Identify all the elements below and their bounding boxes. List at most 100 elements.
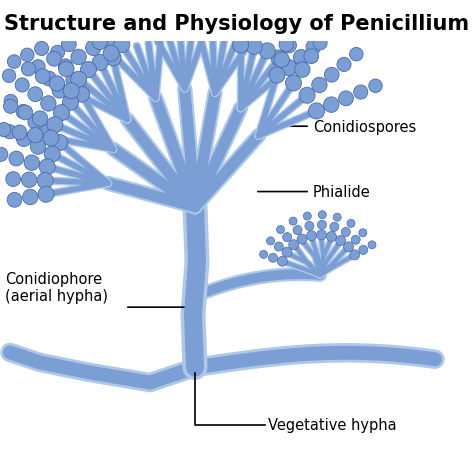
Circle shape: [306, 40, 321, 55]
Circle shape: [44, 147, 60, 163]
Circle shape: [51, 46, 64, 60]
Circle shape: [37, 173, 53, 189]
Circle shape: [336, 236, 346, 246]
Circle shape: [31, 61, 45, 75]
Circle shape: [285, 76, 301, 92]
Circle shape: [3, 100, 18, 114]
Text: Vegetative hypha: Vegetative hypha: [268, 418, 397, 432]
Circle shape: [35, 42, 49, 56]
Circle shape: [369, 80, 382, 94]
Circle shape: [12, 126, 27, 140]
Circle shape: [303, 213, 311, 220]
Circle shape: [103, 46, 119, 62]
Circle shape: [2, 125, 17, 139]
Circle shape: [307, 231, 317, 241]
Circle shape: [347, 220, 355, 228]
Circle shape: [313, 37, 327, 51]
Circle shape: [330, 223, 339, 232]
Circle shape: [338, 92, 354, 106]
Circle shape: [49, 76, 64, 92]
Circle shape: [350, 250, 360, 260]
Circle shape: [40, 125, 55, 141]
Circle shape: [351, 236, 360, 245]
Circle shape: [21, 63, 36, 77]
Circle shape: [105, 50, 121, 67]
Circle shape: [71, 72, 87, 88]
Circle shape: [9, 152, 24, 167]
Circle shape: [0, 148, 8, 162]
Circle shape: [18, 106, 33, 120]
Circle shape: [293, 226, 302, 235]
Circle shape: [354, 86, 368, 100]
Circle shape: [276, 226, 284, 234]
Circle shape: [0, 123, 11, 138]
Circle shape: [293, 50, 309, 66]
Circle shape: [35, 69, 50, 84]
Circle shape: [39, 159, 55, 175]
Circle shape: [66, 73, 81, 89]
Circle shape: [274, 243, 283, 251]
Circle shape: [71, 50, 86, 65]
Circle shape: [59, 62, 74, 77]
Circle shape: [86, 41, 101, 56]
Circle shape: [344, 242, 354, 252]
Circle shape: [21, 173, 37, 188]
Circle shape: [319, 211, 326, 219]
Circle shape: [318, 221, 327, 230]
Circle shape: [4, 95, 18, 109]
Circle shape: [341, 228, 350, 237]
Circle shape: [47, 118, 63, 133]
Circle shape: [304, 50, 319, 64]
Circle shape: [92, 55, 108, 71]
Circle shape: [359, 229, 367, 237]
Circle shape: [309, 104, 325, 120]
Circle shape: [62, 38, 76, 52]
Circle shape: [259, 44, 275, 60]
Circle shape: [337, 58, 351, 72]
Circle shape: [279, 38, 294, 53]
Circle shape: [282, 248, 292, 258]
Circle shape: [297, 235, 307, 244]
Circle shape: [43, 131, 59, 147]
Circle shape: [73, 87, 90, 103]
Circle shape: [327, 232, 337, 242]
Circle shape: [281, 60, 297, 76]
Text: Conidiospores: Conidiospores: [313, 119, 416, 134]
Circle shape: [333, 214, 341, 222]
Circle shape: [246, 39, 262, 55]
Circle shape: [24, 156, 39, 171]
Circle shape: [359, 246, 368, 255]
Circle shape: [58, 60, 73, 75]
Circle shape: [283, 233, 292, 242]
Circle shape: [281, 38, 296, 54]
Circle shape: [54, 106, 70, 121]
Circle shape: [23, 190, 38, 205]
Circle shape: [277, 257, 287, 267]
Circle shape: [92, 35, 108, 50]
Circle shape: [52, 135, 68, 151]
Circle shape: [6, 172, 20, 187]
Circle shape: [28, 115, 43, 130]
Circle shape: [27, 128, 43, 144]
Text: Phialide: Phialide: [313, 185, 371, 200]
Circle shape: [52, 83, 67, 99]
Circle shape: [243, 34, 259, 50]
Circle shape: [268, 254, 277, 263]
Circle shape: [38, 187, 54, 203]
Circle shape: [295, 63, 310, 78]
Text: Conidiophore
(aerial hypha): Conidiophore (aerial hypha): [5, 271, 108, 304]
Circle shape: [305, 222, 314, 231]
Circle shape: [289, 218, 297, 225]
Circle shape: [266, 238, 274, 245]
Circle shape: [63, 95, 79, 111]
Circle shape: [114, 38, 130, 54]
Circle shape: [16, 105, 30, 119]
Circle shape: [81, 63, 97, 78]
Circle shape: [2, 70, 16, 83]
Circle shape: [324, 68, 339, 83]
Circle shape: [32, 112, 48, 127]
Circle shape: [102, 35, 117, 51]
Circle shape: [260, 251, 268, 259]
Circle shape: [20, 49, 34, 63]
Circle shape: [368, 241, 376, 249]
